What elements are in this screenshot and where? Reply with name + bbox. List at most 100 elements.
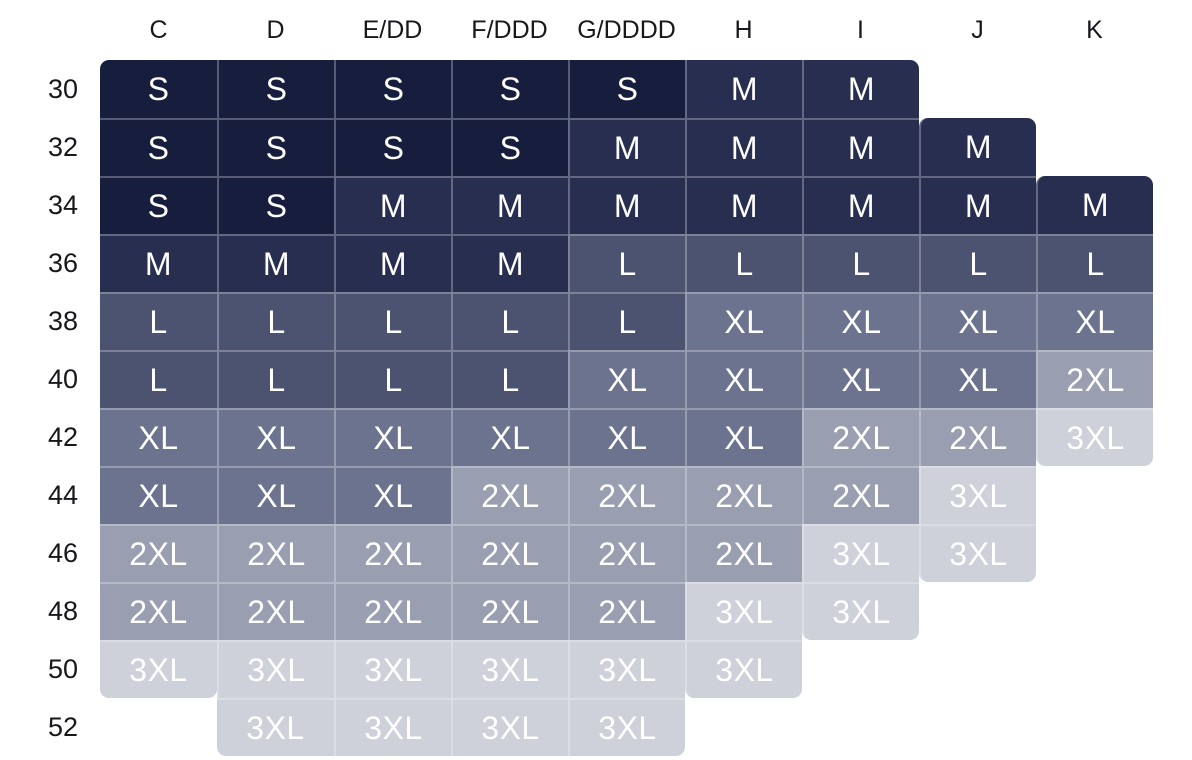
size-cell: 3XL [568,698,685,756]
size-cell: M [685,60,802,118]
row-label: 42 [47,422,78,452]
size-cell: 3XL [334,640,451,698]
size-cell: XL [100,408,217,466]
size-cell: 3XL [685,582,802,640]
size-cell: 2XL [451,466,568,524]
size-cell: XL [334,408,451,466]
size-cell: XL [100,466,217,524]
size-cell: 2XL [919,408,1036,466]
size-cell: XL [217,466,334,524]
size-cell: L [100,350,217,408]
column-header: I [857,16,864,44]
size-cell: M [451,176,568,234]
size-cell: XL [568,408,685,466]
size-cell: L [451,292,568,350]
column-header: E/DD [362,16,423,44]
size-cell: L [217,292,334,350]
size-cell: S [217,118,334,176]
size-cell: 3XL [334,698,451,756]
column-header: C [149,16,168,44]
size-cell: XL [919,350,1036,408]
size-cell: S [334,60,451,118]
size-cell: XL [685,408,802,466]
column-header: J [971,16,984,44]
size-cell: S [334,118,451,176]
size-cell: XL [334,466,451,524]
size-cell: L [685,234,802,292]
size-cell: 2XL [451,582,568,640]
size-cell: 2XL [451,524,568,582]
size-cell: M [568,176,685,234]
size-cell: L [334,350,451,408]
size-cell: M [334,176,451,234]
row-label: 44 [47,480,78,510]
row-label: 34 [47,190,78,220]
row-label: 46 [47,538,78,568]
size-cell: XL [802,350,919,408]
size-cell: M [217,234,334,292]
size-cell: M [802,176,919,234]
size-cell: L [1036,234,1153,292]
row-label: 30 [47,74,78,104]
size-cell: 3XL [217,640,334,698]
size-cell: 2XL [334,582,451,640]
size-cell: S [451,118,568,176]
size-cell: XL [451,408,568,466]
size-cell: 2XL [568,524,685,582]
size-cell: 2XL [568,466,685,524]
size-cell: 2XL [1036,350,1153,408]
size-cell: 2XL [685,466,802,524]
column-header: F/DDD [471,16,548,44]
size-cell: S [100,118,217,176]
size-cell: 2XL [685,524,802,582]
size-cell: M [1036,176,1153,234]
size-cell: S [451,60,568,118]
size-cell: 2XL [334,524,451,582]
size-cell: L [802,234,919,292]
size-cell: M [568,118,685,176]
size-cell: L [919,234,1036,292]
size-cell: M [802,60,919,118]
size-cell: M [451,234,568,292]
size-cell: M [334,234,451,292]
size-cell: S [100,176,217,234]
size-cell: L [568,292,685,350]
row-label: 50 [47,654,78,684]
size-cell: 3XL [919,524,1036,582]
size-cell: 3XL [802,524,919,582]
size-cell: M [685,176,802,234]
size-cell: L [334,292,451,350]
size-cell: 2XL [100,524,217,582]
size-cell: 3XL [919,466,1036,524]
size-cell: 2XL [802,466,919,524]
row-label: 40 [47,364,78,394]
row-label: 36 [47,248,78,278]
size-cell: 3XL [568,640,685,698]
size-cell: 2XL [217,524,334,582]
size-cell: 3XL [217,698,334,756]
column-header: K [1086,16,1103,44]
size-cell: 3XL [100,640,217,698]
size-cell: 2XL [100,582,217,640]
size-cell: L [217,350,334,408]
size-cell: M [802,118,919,176]
size-cell: 2XL [802,408,919,466]
size-cell: L [568,234,685,292]
size-cell: 3XL [1036,408,1153,466]
row-label: 52 [47,712,78,742]
column-header: H [734,16,753,44]
size-cell: L [451,350,568,408]
row-label: 32 [47,132,78,162]
size-cell: 3XL [451,698,568,756]
size-cell: S [217,176,334,234]
size-cell: XL [685,350,802,408]
column-header: G/DDDD [577,16,676,44]
size-cell: M [919,176,1036,234]
size-cell: XL [802,292,919,350]
size-cell: XL [217,408,334,466]
size-cell: 2XL [217,582,334,640]
size-cell: M [100,234,217,292]
size-cell: M [919,118,1036,176]
column-header: D [266,16,285,44]
